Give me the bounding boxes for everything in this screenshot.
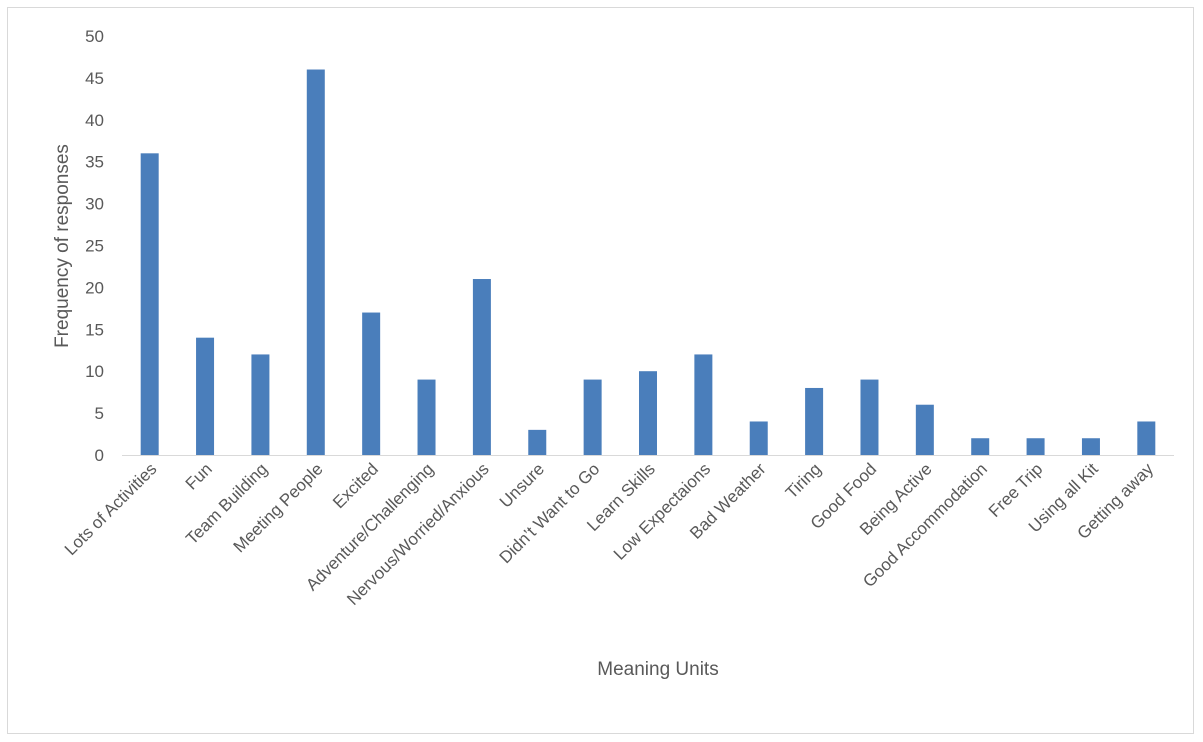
y-tick-label: 25	[85, 237, 104, 256]
bars	[140, 69, 1156, 456]
x-tick-label: Low Expectaions	[610, 459, 714, 563]
bar	[694, 354, 713, 455]
x-axis-title: Meaning Units	[597, 659, 718, 680]
x-tick-label: Didn’t Want to Go	[496, 459, 604, 567]
bar	[417, 379, 436, 455]
y-axis-ticks: 0 5 10 15 20 25 30 35 40 45 50	[85, 27, 104, 465]
y-tick-label: 30	[85, 195, 104, 214]
bar	[196, 337, 215, 455]
bar	[583, 379, 602, 455]
y-tick-label: 0	[95, 446, 104, 465]
x-tick-label: Unsure	[496, 459, 548, 511]
bar	[1137, 421, 1156, 455]
y-tick-label: 5	[95, 404, 104, 423]
bar	[749, 421, 768, 455]
bar	[915, 404, 934, 455]
bar	[639, 371, 657, 455]
bar	[251, 354, 270, 455]
y-tick-label: 50	[85, 27, 104, 46]
bar	[306, 69, 325, 456]
x-tick-label: Excited	[329, 459, 382, 512]
bar	[805, 387, 824, 455]
bar	[971, 438, 990, 455]
x-tick-label: Tiring	[782, 459, 825, 502]
bar	[860, 379, 879, 455]
bar	[362, 312, 381, 455]
y-axis-title: Frequency of responses	[52, 144, 73, 348]
y-tick-label: 45	[85, 69, 104, 88]
bar	[528, 429, 547, 455]
x-tick-label: Fun	[182, 459, 216, 493]
y-tick-label: 20	[85, 278, 104, 297]
y-tick-label: 10	[85, 362, 104, 381]
bar	[1026, 438, 1045, 455]
x-tick-label: Lots of Activities	[61, 459, 161, 559]
bar	[140, 153, 159, 455]
bar	[1081, 438, 1100, 455]
y-tick-label: 40	[85, 111, 104, 130]
bar	[472, 279, 491, 455]
y-tick-label: 15	[85, 320, 104, 339]
y-tick-label: 35	[85, 153, 104, 172]
